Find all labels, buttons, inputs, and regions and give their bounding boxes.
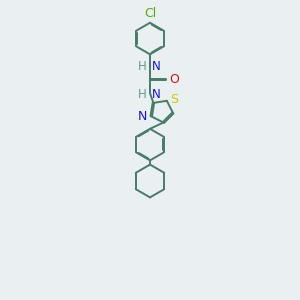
Text: N: N xyxy=(152,88,161,101)
Text: N: N xyxy=(152,60,161,74)
Text: H: H xyxy=(138,60,147,74)
Text: N: N xyxy=(138,110,148,123)
Text: S: S xyxy=(171,93,178,106)
Text: Cl: Cl xyxy=(144,7,156,20)
Text: H: H xyxy=(138,88,147,101)
Text: O: O xyxy=(169,73,179,86)
